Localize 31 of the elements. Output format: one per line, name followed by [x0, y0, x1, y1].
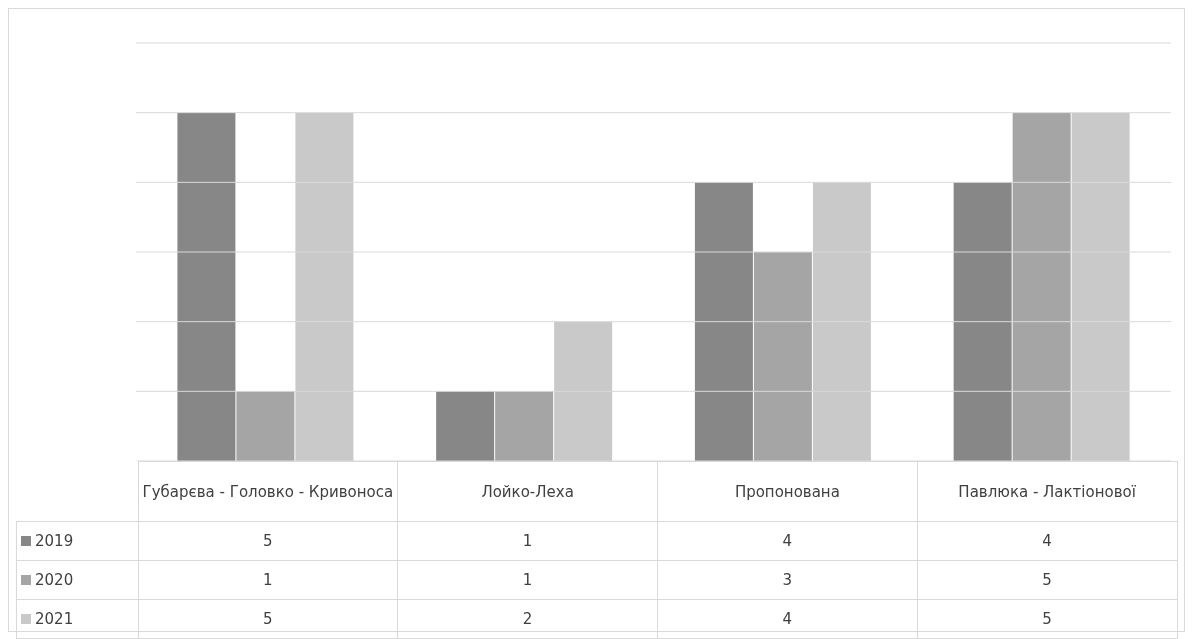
x-tick-label: Пропонована	[657, 461, 918, 522]
bar	[177, 112, 236, 461]
bar	[953, 182, 1012, 461]
data-label: 2	[397, 599, 658, 639]
bar	[753, 252, 812, 461]
data-label: 4	[917, 521, 1177, 561]
x-tick-label: Лойко-Леха	[397, 461, 658, 522]
bar	[495, 391, 554, 461]
bar	[1071, 112, 1130, 461]
data-label: 5	[917, 560, 1177, 600]
bar	[1012, 112, 1071, 461]
bar	[236, 391, 295, 461]
x-tick-label: Павлюка - Лактіонової	[917, 461, 1177, 522]
data-label: 5	[917, 599, 1177, 639]
data-label: 1	[397, 560, 658, 600]
bar	[694, 182, 753, 461]
legend-label: 2019	[35, 532, 74, 550]
x-tick-label: Губарєва - Головко - Кривоноса	[138, 461, 398, 522]
data-label: 3	[657, 560, 918, 600]
bar	[554, 321, 613, 461]
bar	[436, 391, 495, 461]
data-label: 4	[657, 599, 918, 639]
legend-label: 2020	[35, 571, 74, 589]
legend-label: 2021	[35, 610, 74, 628]
bar	[812, 182, 871, 461]
data-label: 1	[397, 521, 658, 561]
data-label: 5	[138, 521, 398, 561]
data-label: 1	[138, 560, 398, 600]
bar	[295, 112, 354, 461]
data-label: 4	[657, 521, 918, 561]
data-label: 5	[138, 599, 398, 639]
